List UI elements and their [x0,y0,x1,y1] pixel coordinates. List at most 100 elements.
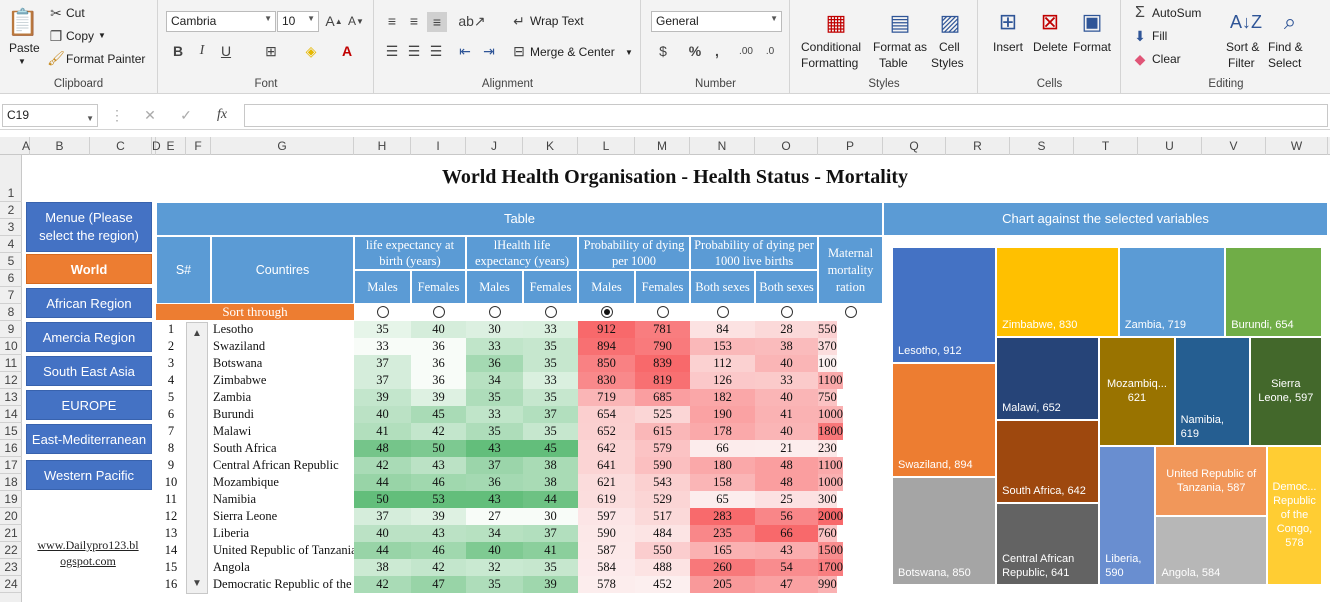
copy-dropdown-icon[interactable]: ▼ [98,31,106,40]
comma-icon[interactable]: , [715,43,719,59]
format-as-table-icon[interactable]: ▤ [889,10,911,35]
sort-radio[interactable] [376,306,389,318]
align-left-icon[interactable]: ☰ [385,42,399,59]
italic-icon[interactable]: I [199,43,205,58]
merge-center-icon[interactable]: ⊟ [513,42,525,59]
column-header[interactable]: T [1074,137,1138,155]
row-header[interactable]: 19 [0,491,22,508]
column-header[interactable]: G [211,137,354,155]
underline-icon[interactable]: U [220,43,232,59]
region-button[interactable]: EUROPE [26,390,152,420]
wrap-text-button[interactable]: Wrap Text [530,14,584,28]
column-header[interactable]: J [466,137,523,155]
decrease-decimal-icon[interactable]: .0 [765,45,775,57]
font-family-select[interactable]: Cambria ▼ [166,11,276,32]
sort-radio[interactable] [844,306,857,318]
row-header[interactable]: 4 [0,236,22,253]
align-top-icon[interactable]: ≡ [387,13,397,29]
formula-input[interactable] [244,104,1328,127]
align-middle-icon[interactable]: ≡ [409,13,419,29]
row-header[interactable]: 20 [0,508,22,525]
align-center-icon[interactable]: ☰ [407,42,421,59]
row-header[interactable]: 8 [0,304,22,321]
sort-radio[interactable] [780,306,793,318]
autosum-button[interactable]: AutoSum [1152,6,1202,20]
column-header[interactable]: N [690,137,755,155]
font-size-select[interactable]: 10 ▼ [277,11,319,32]
find-select-button[interactable]: Find & [1268,40,1303,54]
row-header[interactable]: 24 [0,576,22,593]
sort-radio[interactable] [716,306,729,318]
row-header[interactable]: 15 [0,423,22,440]
row-header[interactable]: 16 [0,440,22,457]
row-header[interactable]: 21 [0,525,22,542]
decrease-font-icon[interactable]: A ▼ [348,14,364,28]
website-link[interactable]: www.Dailypro123.bl [37,538,139,552]
row-header[interactable]: 2 [0,202,22,219]
wrap-text-icon[interactable]: ↵ [513,12,525,29]
copy-button[interactable]: Copy [66,29,95,43]
cell-styles-button[interactable]: Cell [939,40,960,54]
merge-center-button[interactable]: Merge & Center [530,45,615,59]
orientation-icon[interactable]: ab↗ [458,12,486,29]
increase-indent-icon[interactable]: ⇥ [483,42,495,59]
sort-radio[interactable] [544,306,557,318]
borders-icon[interactable]: ⊞ [265,42,277,59]
scroll-down-icon[interactable]: ▼ [192,577,202,589]
delete-cells-icon[interactable]: ⊠ [1040,9,1060,34]
delete-button[interactable]: Delete [1033,40,1068,54]
column-header[interactable]: B [30,137,90,155]
conditional-formatting-button[interactable]: Conditional [801,40,862,54]
column-header[interactable]: H [354,137,411,155]
format-painter-icon[interactable]: 🖌 [47,49,65,66]
increase-decimal-icon[interactable]: .00 [739,45,753,57]
format-button[interactable]: Format [1073,40,1112,54]
column-header[interactable]: K [523,137,578,155]
paste-button[interactable]: Paste [9,41,40,55]
cancel-icon[interactable]: ✕ [144,106,156,123]
sort-filter-icon[interactable]: A↓Z [1230,11,1263,32]
row-header[interactable]: 1 [0,155,22,202]
conditional-formatting-label-2[interactable]: Formatting [801,56,859,70]
sort-radio[interactable] [600,306,613,318]
region-button[interactable]: World [26,254,152,284]
clear-icon[interactable]: ◆ [1134,50,1146,67]
row-header[interactable]: 11 [0,355,22,372]
cut-icon[interactable]: ✂ [50,4,62,21]
scroll-up-icon[interactable]: ▲ [192,327,202,339]
fill-color-icon[interactable]: ◈ [305,42,317,59]
fill-button[interactable]: Fill [1152,29,1168,43]
merge-dropdown-icon[interactable]: ▼ [625,48,633,57]
insert-function-icon[interactable]: fx [216,107,228,122]
row-header[interactable]: 23 [0,559,22,576]
row-header[interactable]: 10 [0,338,22,355]
format-as-table-button[interactable]: Format as [873,40,928,54]
region-button[interactable]: East-Mediterranean [26,424,152,454]
paste-icon[interactable]: 📋 [6,6,40,37]
number-format-select[interactable]: General ▼ [651,11,782,32]
column-header[interactable]: A [22,137,31,155]
row-header[interactable]: 18 [0,474,22,491]
decrease-indent-icon[interactable]: ⇤ [459,42,471,59]
row-header[interactable]: 6 [0,270,22,287]
paste-dropdown-icon[interactable]: ▼ [18,57,26,66]
name-box[interactable]: C19 ▼ [2,104,98,127]
column-header[interactable]: L [578,137,635,155]
column-header[interactable]: V [1202,137,1266,155]
align-right-icon[interactable]: ☰ [429,42,443,59]
table-scrollbar[interactable]: ▲ ▼ [186,322,208,594]
cell-styles-label-2[interactable]: Styles [931,56,964,70]
percent-icon[interactable]: % [688,43,702,59]
region-button[interactable]: African Region [26,288,152,318]
cell-styles-icon[interactable]: ▨ [939,10,961,35]
row-header[interactable]: 9 [0,321,22,338]
row-header[interactable]: 17 [0,457,22,474]
row-header[interactable]: 7 [0,287,22,304]
column-header[interactable]: U [1138,137,1202,155]
sort-filter-button[interactable]: Sort & [1226,40,1260,54]
insert-button[interactable]: Insert [993,40,1024,54]
increase-font-icon[interactable]: A ▲ [325,13,343,29]
cut-button[interactable]: Cut [66,6,85,20]
column-header[interactable]: I [411,137,466,155]
region-button[interactable]: Western Pacific [26,460,152,490]
